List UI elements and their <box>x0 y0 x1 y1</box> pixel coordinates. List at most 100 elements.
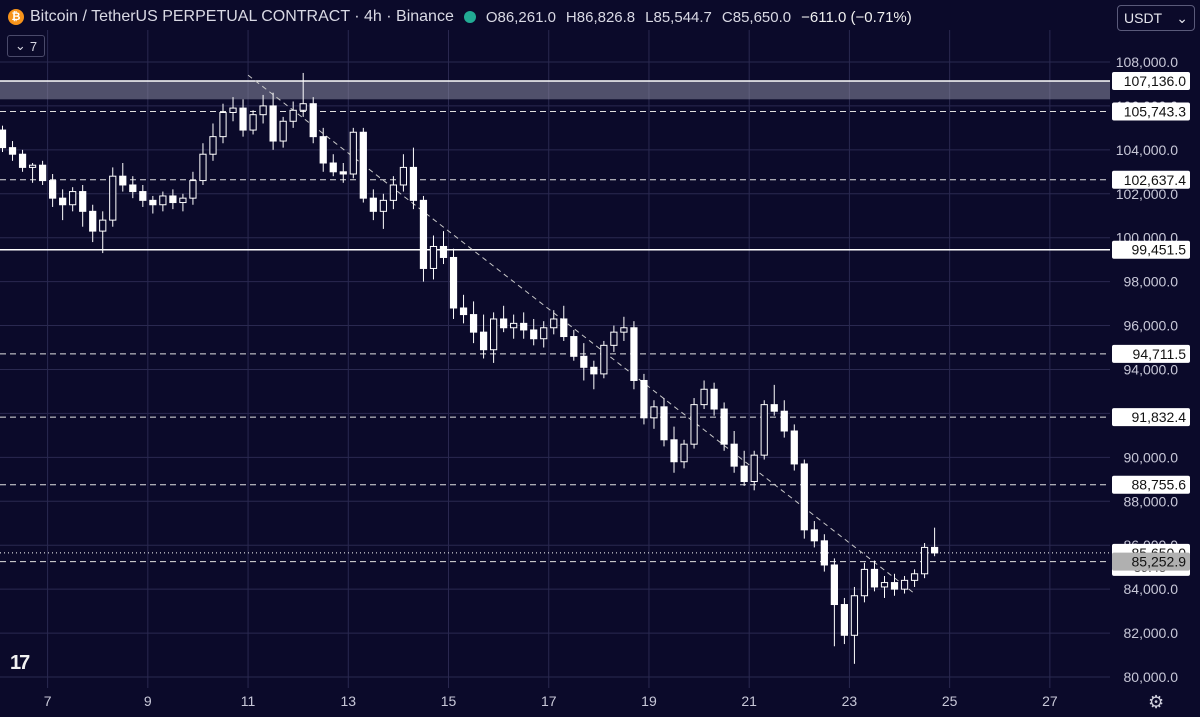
candle-up <box>109 175 117 221</box>
candle-up <box>28 164 37 168</box>
candle-down <box>630 327 638 381</box>
candle-down <box>660 406 668 441</box>
candle-down <box>359 131 367 199</box>
candle-up <box>680 443 688 463</box>
close-value: 85,650.0 <box>732 8 792 26</box>
chevron-down-icon: ⌄ <box>14 38 26 53</box>
candle-up <box>189 180 197 199</box>
x-tick-label: 25 <box>942 693 958 709</box>
candle-up <box>760 404 768 456</box>
currency-select[interactable]: USDT ⌄ <box>1117 5 1195 31</box>
candle-down <box>479 331 488 351</box>
price-label-badge <box>1112 170 1190 189</box>
candle-up <box>259 105 267 116</box>
candle-down <box>449 256 458 309</box>
candle-down <box>590 366 598 375</box>
candle-up <box>279 120 287 142</box>
tradingview-logo-icon[interactable]: 17 <box>10 652 30 674</box>
candle-up <box>850 595 859 636</box>
y-tick-label: 104,000.0 <box>1116 142 1178 158</box>
open-label: O <box>485 8 498 26</box>
candle-down <box>119 175 127 186</box>
candle-down <box>730 443 738 467</box>
x-tick-label: 7 <box>44 693 52 709</box>
candle-down <box>409 166 418 201</box>
candle-down <box>319 136 327 164</box>
candle-down <box>560 318 568 338</box>
candle-up <box>650 406 658 419</box>
candle-up <box>600 344 608 375</box>
price-label-badge <box>1112 552 1190 571</box>
price-label-text: 91,832.4 <box>1132 409 1187 425</box>
candle-down <box>780 410 788 432</box>
candle-down <box>89 210 97 232</box>
gear-icon[interactable]: ⚙ <box>1148 692 1165 712</box>
candle-down <box>570 336 578 357</box>
y-tick-label: 96,000.0 <box>1124 318 1179 334</box>
candle-up <box>540 327 548 340</box>
price-label-badge <box>1112 408 1190 427</box>
candle-up <box>249 114 257 131</box>
candles <box>0 72 939 664</box>
candle-up <box>900 579 909 590</box>
x-tick-label: 19 <box>641 693 657 709</box>
candle-down <box>419 199 428 269</box>
x-tick-label: 21 <box>741 693 757 709</box>
candle-down <box>329 162 337 173</box>
change-value: −611.0 (−0.71%) <box>801 8 912 26</box>
y-tick-label: 82,000.0 <box>1124 625 1179 641</box>
candle-up <box>389 184 397 201</box>
candle-up <box>179 197 187 204</box>
candle-up <box>299 103 307 111</box>
candle-down <box>139 191 147 201</box>
candle-down <box>740 465 748 483</box>
symbol-title[interactable]: Bitcoin / TetherUS PERPETUAL CONTRACT · … <box>30 8 454 25</box>
price-label-badge <box>1112 344 1190 363</box>
close-label: C <box>721 8 733 26</box>
price-label-badge <box>1112 240 1190 259</box>
candle-up <box>750 454 758 483</box>
candle-up <box>910 573 919 581</box>
high-label: H <box>565 8 577 26</box>
candle-up <box>620 327 628 333</box>
y-tick-label: 108,000.0 <box>1116 54 1178 70</box>
price-axis[interactable]: 80,000.082,000.084,000.086,000.088,000.0… <box>1116 54 1179 685</box>
price-label-badge <box>1112 102 1190 121</box>
indicators-toggle[interactable]: ⌄ 7 <box>7 35 45 57</box>
currency-value: USDT <box>1124 10 1163 26</box>
price-label-text: 99,451.5 <box>1132 242 1187 258</box>
candle-down <box>720 408 728 445</box>
candle-down <box>580 355 588 368</box>
ohlc-values: O86,261.0 H86,826.8 L85,544.7 C85,650.0 … <box>486 9 912 26</box>
candle-down <box>149 199 157 206</box>
candle-down <box>239 107 247 131</box>
price-label-text: 88,755.6 <box>1132 477 1187 493</box>
candle-down <box>8 147 17 155</box>
candle-down <box>38 164 47 182</box>
indicators-count: 7 <box>29 38 38 54</box>
y-tick-label: 90,000.0 <box>1124 449 1179 465</box>
candle-up <box>550 318 558 329</box>
price-label-badge <box>1112 71 1190 90</box>
time-axis[interactable]: 7 9 11 13 15 17 19 21 23 25 27 <box>44 693 1058 709</box>
x-tick-label: 11 <box>241 693 256 709</box>
candle-down <box>79 191 87 212</box>
price-label-badge <box>1112 475 1190 494</box>
candle-down <box>790 430 798 465</box>
price-label-text: 107,136.0 <box>1124 73 1186 89</box>
candle-up <box>429 245 438 269</box>
x-tick-label: 23 <box>842 693 858 709</box>
price-labels: 107,136.0 105,743.3 102,637.4 99,451.5 94,71… <box>1112 71 1190 576</box>
candle-down <box>930 546 939 554</box>
resistance-zone <box>0 80 1110 100</box>
x-tick-label: 15 <box>441 693 457 709</box>
y-tick-label: 80,000.0 <box>1124 669 1179 685</box>
y-tick-label: 98,000.0 <box>1124 274 1179 290</box>
horizontal-levels[interactable] <box>0 80 1110 563</box>
resistance-zone-rect <box>0 80 1110 100</box>
candle-down <box>890 582 899 590</box>
candle-up <box>700 388 708 406</box>
market-status-dot <box>463 11 476 23</box>
candle-down <box>459 307 468 316</box>
